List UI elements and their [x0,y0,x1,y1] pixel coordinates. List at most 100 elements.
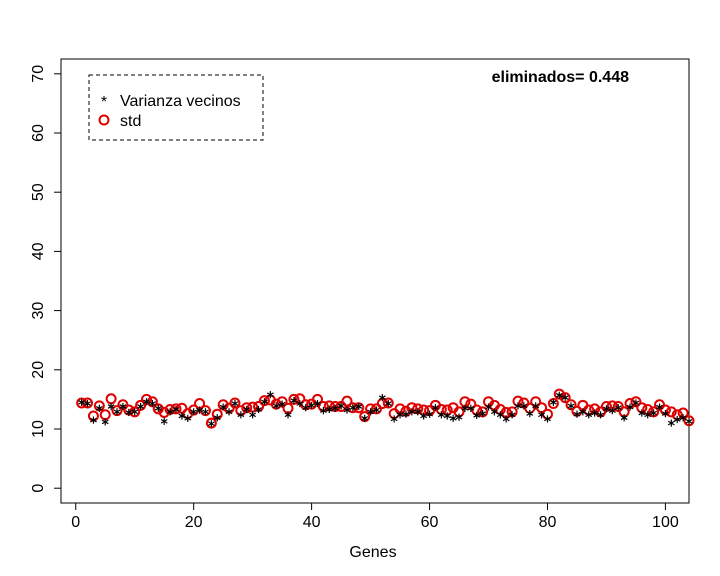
varianza-vecinos-point [355,402,363,411]
varianza-vecinos-point [443,412,451,420]
varianza-vecinos-point [361,414,369,422]
varianza-vecinos-point [213,414,221,422]
varianza-vecinos-point [502,415,510,423]
varianza-vecinos-point [107,402,115,411]
varianza-vecinos-point [378,394,386,402]
x-tick-label: 80 [539,514,557,531]
y-tick-label: 40 [30,242,47,260]
varianza-vecinos-point [337,402,345,410]
varianza-vecinos-point [608,407,616,415]
varianza-vecinos-point [308,401,316,409]
varianza-vecinos-point [644,411,652,419]
varianza-vecinos-point [432,404,439,412]
varianza-vecinos-point [343,406,351,414]
y-tick-label: 10 [30,420,47,438]
y-tick-label: 60 [30,124,47,142]
x-tick-label: 60 [421,514,439,531]
varianza-vecinos-point [202,408,209,416]
varianza-vecinos-point [597,411,604,419]
varianza-vecinos-point [190,408,198,416]
varianza-vecinos-point [95,404,103,412]
std-point [341,395,353,407]
varianza-vecinos-point [143,398,150,406]
std-point [335,401,347,413]
varianza-vecinos-point [166,408,174,416]
varianza-vecinos-point [408,408,416,416]
varianza-vecinos-point [402,410,410,418]
varianza-vecinos-point [490,408,498,416]
std-point [382,397,394,409]
y-tick-label: 30 [30,302,47,320]
varianza-vecinos-point [396,411,404,419]
legend-label-std: std [120,113,141,130]
varianza-vecinos-point [113,408,121,416]
legend-marker-varianza-vecinos-icon: * [101,94,107,111]
varianza-vecinos-point [314,399,321,408]
varianza-vecinos-point [78,398,86,406]
varianza-vecinos-point [243,405,251,414]
std-point [99,409,111,421]
varianza-vecinos-point [603,405,610,413]
varianza-vecinos-point [131,408,139,416]
varianza-vecinos-point [467,404,475,412]
y-tick-label: 70 [30,65,47,83]
varianza-vecinos-point [237,411,245,419]
varianza-vecinos-point [544,415,551,423]
varianza-vecinos-point [266,391,274,399]
varianza-vecinos-point [473,411,481,419]
y-tick-label: 0 [30,484,47,493]
varianza-vecinos-point [485,403,492,411]
x-tick-label: 20 [185,514,203,531]
varianza-vecinos-point [390,415,398,423]
varianza-vecinos-point [231,399,239,408]
varianza-vecinos-point [591,409,599,417]
varianza-vecinos-point [656,403,663,411]
varianza-vecinos-point [414,408,422,416]
varianza-vecinos-point [514,402,522,410]
varianza-vecinos-point [538,411,546,419]
varianza-vecinos-point [650,409,658,417]
legend-box [88,74,264,141]
varianza-vecinos-point [626,403,634,411]
varianza-vecinos-point [331,404,339,412]
std-point [559,392,571,404]
varianza-vecinos-point [255,405,262,414]
varianza-vecinos-point [614,404,622,412]
varianza-vecinos-point [278,400,286,408]
varianza-vecinos-point [160,417,168,425]
varianza-vecinos-point [673,415,681,424]
varianza-vecinos-point [284,411,292,419]
varianza-vecinos-point [679,414,687,422]
varianza-vecinos-point [148,399,156,408]
varianza-vecinos-point [549,398,557,406]
varianza-vecinos-point [384,399,392,408]
varianza-vecinos-point [496,411,504,419]
varianza-vecinos-point [461,404,469,412]
varianza-vecinos-point [520,402,528,410]
varianza-vecinos-point [172,405,180,414]
varianza-vecinos-point [585,411,593,419]
varianza-vecinos-point [119,402,127,411]
varianza-vecinos-point [508,411,516,419]
varianza-vecinos-point [137,402,145,411]
varianza-vecinos-point [632,399,640,407]
varianza-vecinos-point [125,408,133,417]
varianza-vecinos-point [261,398,268,406]
std-point [665,406,677,418]
varianza-vecinos-point [420,412,428,420]
x-tick-label: 100 [652,514,679,531]
varianza-vecinos-point [154,404,162,412]
varianza-vecinos-point [272,402,280,410]
varianza-vecinos-point [638,409,646,417]
varianza-vecinos-point [437,411,445,419]
x-tick-label: 40 [303,514,321,531]
x-tick-label: 0 [71,514,80,531]
varianza-vecinos-point [84,399,91,408]
varianza-vecinos-point [555,391,563,399]
series-varianza-vecinos [78,391,693,428]
std-point [229,397,241,409]
y-tick-label: 50 [30,183,47,201]
std-point [105,393,117,405]
varianza-vecinos-point [196,406,204,414]
